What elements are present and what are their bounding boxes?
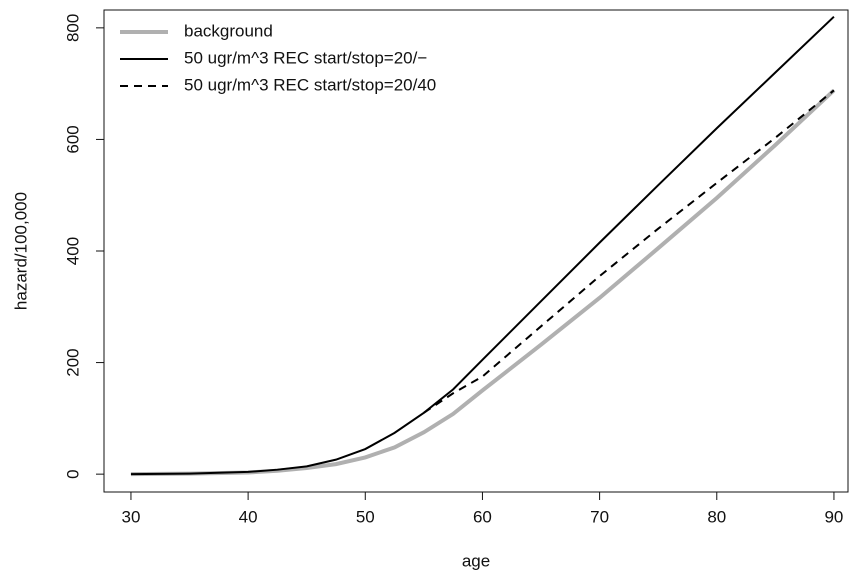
series-line: [130, 15, 835, 476]
x-tick-label: 70: [590, 507, 609, 526]
x-tick-label: 40: [239, 507, 258, 526]
x-tick-label: 90: [824, 507, 843, 526]
x-axis-label: age: [462, 551, 490, 570]
legend-label: background: [184, 21, 273, 40]
series-line: [423, 89, 835, 414]
y-axis-label: hazard/100,000: [11, 192, 30, 310]
y-tick-label: 600: [63, 125, 82, 153]
x-tick-label: 80: [707, 507, 726, 526]
y-tick-label: 400: [63, 237, 82, 265]
x-tick-label: 60: [473, 507, 492, 526]
y-tick-label: 200: [63, 348, 82, 376]
legend-label: 50 ugr/m^3 REC start/stop=20/−: [184, 48, 427, 67]
x-tick-label: 50: [356, 507, 375, 526]
legend-label: 50 ugr/m^3 REC start/stop=20/40: [184, 75, 436, 94]
series-line: [130, 88, 836, 477]
x-tick-label: 30: [121, 507, 140, 526]
y-tick-label: 0: [63, 469, 82, 478]
y-tick-label: 800: [63, 14, 82, 42]
